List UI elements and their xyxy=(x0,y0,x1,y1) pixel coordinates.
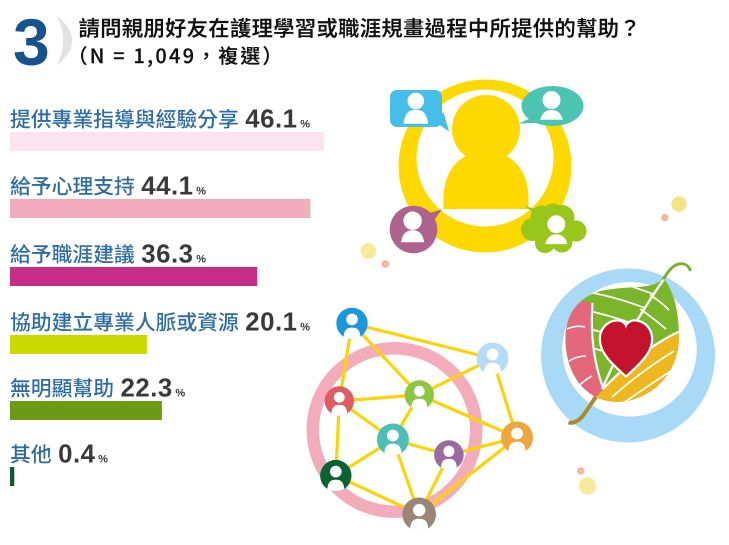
svg-text:%: % xyxy=(98,454,108,466)
svg-text:%: % xyxy=(300,119,310,131)
svg-text:22.3: 22.3 xyxy=(121,375,173,403)
svg-text:3: 3 xyxy=(13,5,50,79)
svg-text:46.1: 46.1 xyxy=(245,106,297,134)
svg-text:%: % xyxy=(196,186,206,198)
svg-text:36.3: 36.3 xyxy=(141,241,193,269)
svg-text:44.1: 44.1 xyxy=(141,173,193,201)
svg-text:%: % xyxy=(196,254,206,266)
svg-text:%: % xyxy=(175,388,185,400)
svg-text:%: % xyxy=(300,322,310,334)
svg-text:0.4: 0.4 xyxy=(58,441,96,469)
svg-text:20.1: 20.1 xyxy=(245,309,297,337)
